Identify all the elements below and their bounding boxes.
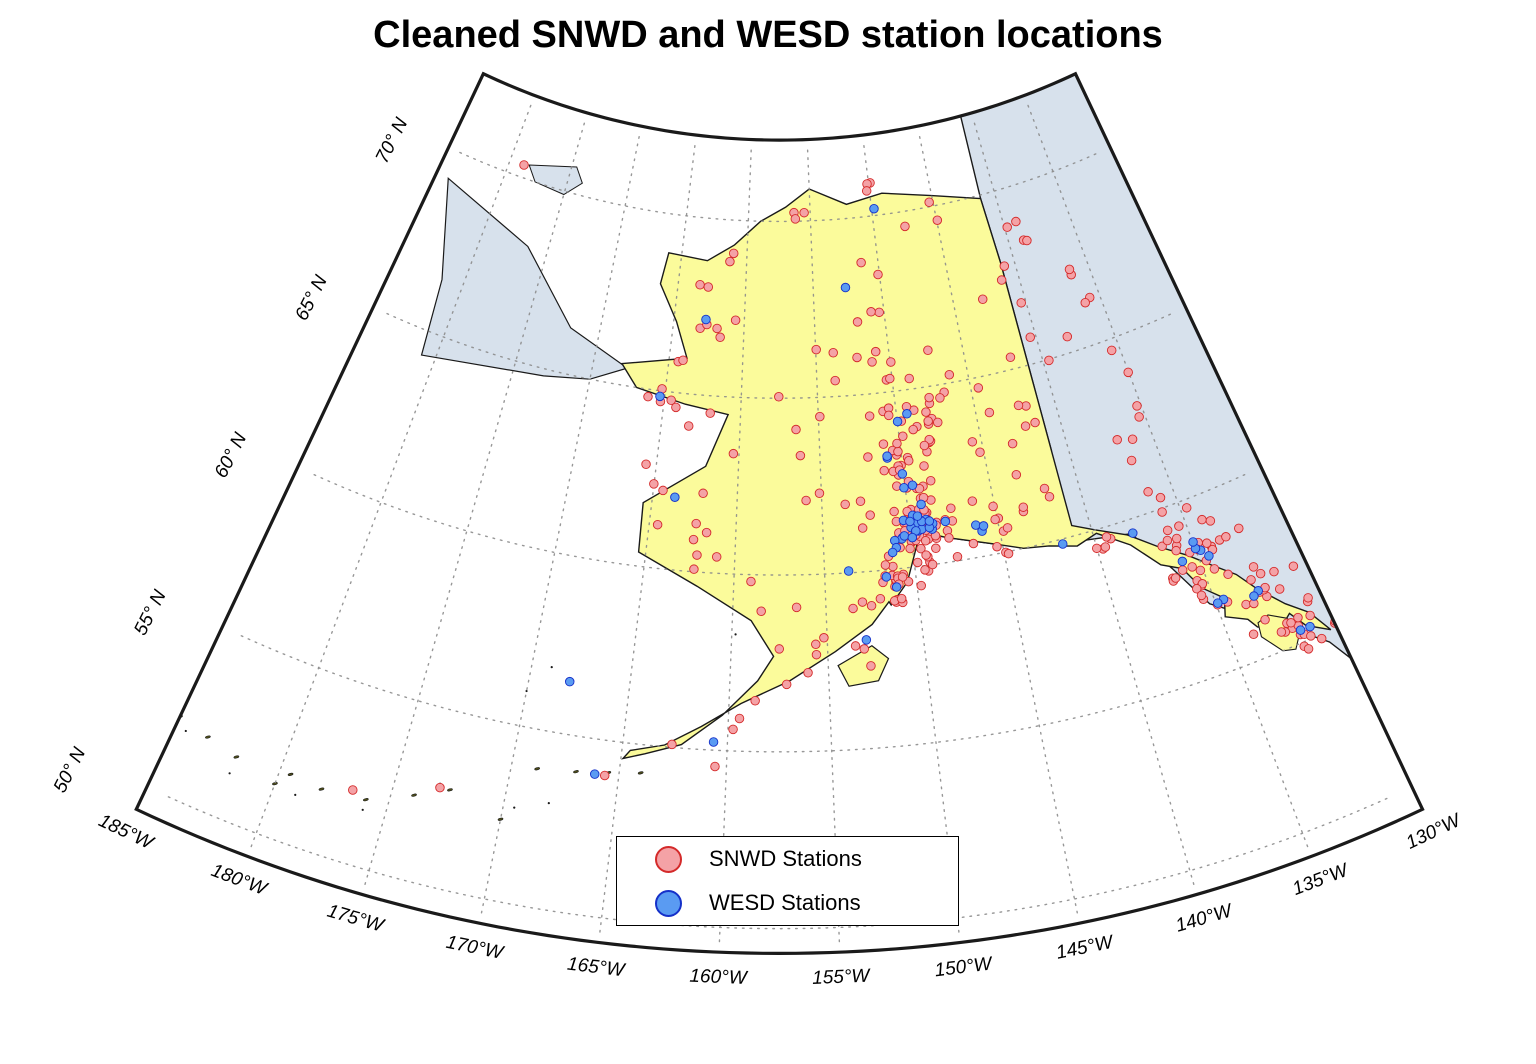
svg-text:130°W: 130°W (1403, 809, 1466, 853)
svg-text:155°W: 155°W (812, 966, 872, 989)
svg-text:140°W: 140°W (1173, 900, 1236, 937)
svg-text:150°W: 150°W (933, 953, 994, 981)
svg-text:55° N: 55° N (130, 587, 171, 639)
svg-text:65° N: 65° N (291, 272, 332, 324)
svg-text:60° N: 60° N (211, 429, 252, 481)
svg-text:145°W: 145°W (1054, 931, 1116, 963)
svg-text:160°W: 160°W (689, 966, 749, 989)
svg-text:50° N: 50° N (50, 744, 91, 796)
svg-text:70° N: 70° N (372, 114, 413, 166)
svg-text:165°W: 165°W (566, 954, 627, 982)
svg-text:170°W: 170°W (444, 932, 506, 964)
svg-text:135°W: 135°W (1290, 859, 1353, 900)
svg-text:185°W: 185°W (95, 810, 158, 854)
svg-text:175°W: 175°W (325, 901, 388, 938)
svg-text:180°W: 180°W (208, 860, 271, 901)
